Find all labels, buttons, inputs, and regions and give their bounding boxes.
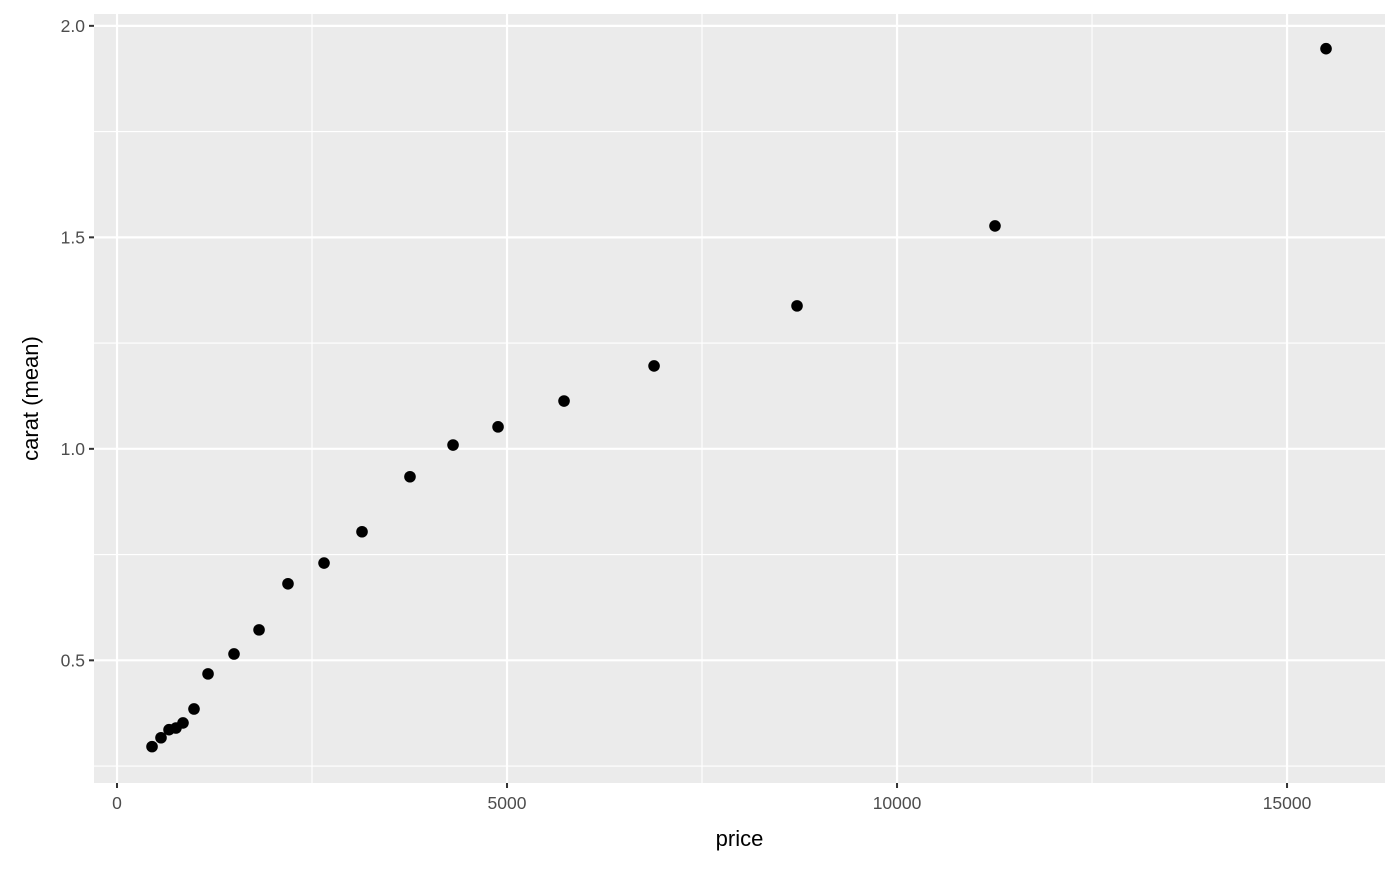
- data-point: [447, 439, 459, 451]
- data-point: [989, 220, 1001, 232]
- x-tick-label: 5000: [488, 793, 527, 813]
- data-point: [177, 717, 189, 729]
- y-axis: 0.5 1.0 1.5 2.0: [61, 16, 94, 670]
- data-point: [155, 731, 167, 744]
- grid-major: [94, 14, 1385, 783]
- data-point: [188, 703, 200, 715]
- x-tick-label: 15000: [1263, 793, 1312, 813]
- x-axis-label: price: [716, 826, 764, 851]
- y-tick-label: 0.5: [61, 650, 85, 670]
- grid-minor: [94, 14, 1385, 783]
- y-tick-label: 1.5: [61, 227, 85, 247]
- data-point: [228, 648, 240, 660]
- data-point: [282, 577, 294, 590]
- data-points: [146, 42, 1332, 753]
- data-point: [492, 421, 504, 433]
- x-tick-label: 10000: [873, 793, 922, 813]
- data-point: [404, 470, 416, 483]
- data-point: [356, 525, 368, 538]
- data-point: [253, 624, 265, 636]
- data-point: [791, 300, 803, 312]
- data-point: [146, 740, 158, 753]
- x-tick-label: 0: [112, 793, 122, 813]
- x-axis: 0 5000 10000 15000: [112, 783, 1312, 813]
- y-axis-label: carat (mean): [18, 336, 43, 461]
- data-point: [202, 668, 214, 680]
- data-point: [558, 395, 570, 407]
- data-point: [1320, 42, 1332, 55]
- y-tick-label: 2.0: [61, 16, 86, 36]
- data-point: [318, 557, 330, 569]
- data-point: [648, 360, 660, 372]
- plot-panel: [94, 14, 1385, 783]
- y-tick-label: 1.0: [61, 439, 86, 459]
